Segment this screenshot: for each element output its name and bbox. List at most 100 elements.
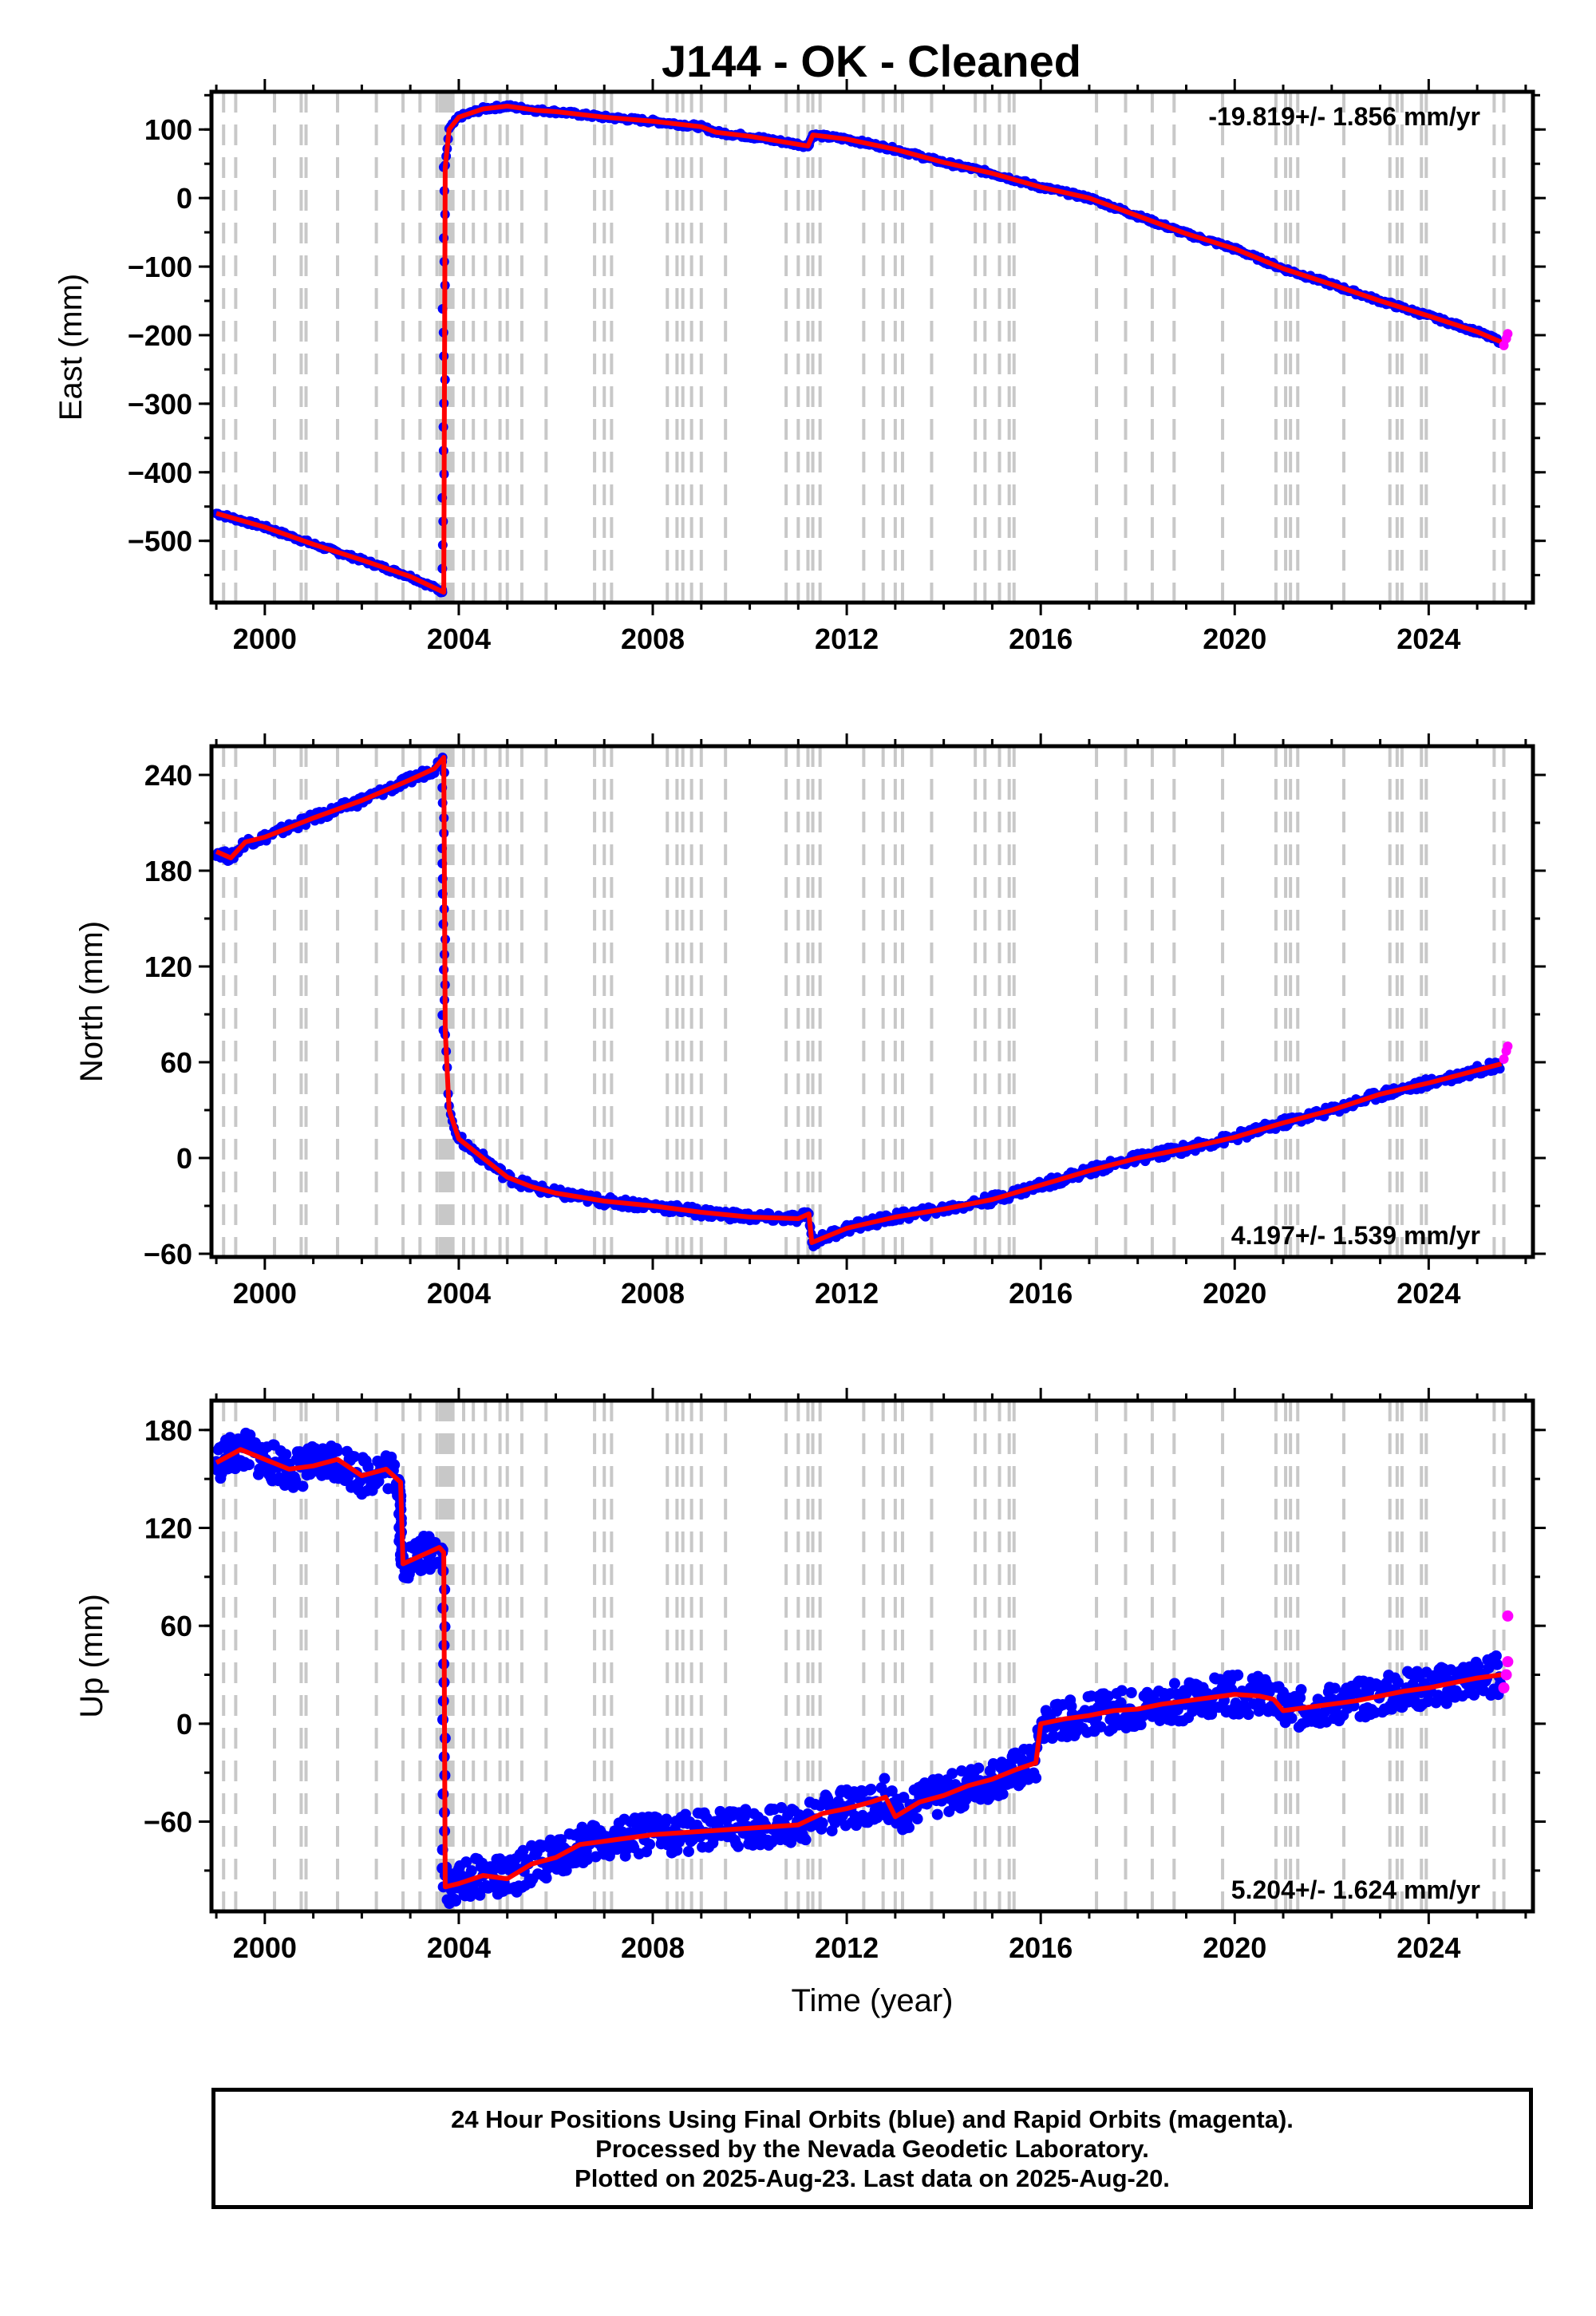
data-point — [1393, 1677, 1404, 1689]
data-point — [280, 1448, 292, 1460]
y-tick-label: −200 — [128, 319, 192, 352]
rapid-point — [1498, 1682, 1510, 1694]
data-point — [229, 1463, 241, 1475]
y-tick-label: 0 — [176, 182, 192, 215]
data-point — [1135, 1719, 1147, 1731]
x-tick-label: 2024 — [1396, 1277, 1460, 1310]
y-tick-label: −100 — [128, 251, 192, 283]
data-point — [1294, 1692, 1306, 1704]
data-point — [540, 1872, 552, 1884]
y-tick-label: −400 — [128, 456, 192, 489]
x-tick-label: 2020 — [1203, 1277, 1266, 1310]
x-tick-label: 2016 — [1009, 1277, 1073, 1310]
data-point — [886, 1785, 898, 1797]
data-point — [560, 1864, 572, 1876]
data-point — [362, 1461, 374, 1473]
data-point — [460, 1856, 472, 1868]
data-point — [911, 1813, 923, 1825]
data-point — [661, 1813, 673, 1825]
data-point — [416, 1564, 428, 1576]
rapid-orbit-points — [1498, 1610, 1514, 1694]
data-point — [1102, 1690, 1114, 1702]
model-line — [215, 104, 1503, 595]
x-tick-label: 2000 — [233, 622, 297, 655]
data-point — [733, 1840, 745, 1852]
x-tick-label: 2020 — [1203, 1931, 1266, 1964]
data-point — [517, 1844, 529, 1856]
data-point — [946, 1768, 958, 1780]
x-tick-label: 2012 — [815, 622, 879, 655]
model-line — [215, 755, 1503, 1245]
y-tick-label: 60 — [160, 1610, 192, 1642]
y-tick-label: 60 — [160, 1046, 192, 1079]
data-point — [931, 1808, 943, 1820]
data-point — [582, 1853, 594, 1865]
data-point — [1242, 1709, 1254, 1721]
panel-east: 2000 2004 2008 2012 2016 2020 2024 −500 −400 −300… — [53, 79, 1546, 655]
final-orbit-points — [211, 753, 1505, 1251]
model-line — [215, 1447, 1502, 1890]
x-tick-label: 2016 — [1009, 622, 1073, 655]
plot-frame — [209, 89, 1535, 605]
plot-frame — [209, 1398, 1535, 1914]
data-point — [1125, 1687, 1137, 1699]
data-point — [1295, 1684, 1307, 1696]
data-point — [740, 1804, 752, 1816]
y-tick-label: 120 — [144, 951, 192, 983]
x-tick-label: 2024 — [1396, 622, 1460, 655]
data-point — [1468, 1689, 1480, 1701]
data-point — [488, 1863, 500, 1875]
x-tick-label: 2000 — [233, 1931, 297, 1964]
chart-title: J144 - OK - Cleaned — [662, 36, 1081, 86]
data-point — [800, 1834, 812, 1846]
data-point — [433, 1556, 444, 1568]
data-point — [1286, 1712, 1298, 1724]
y-axis-label: Up (mm) — [74, 1594, 109, 1718]
event-lines — [222, 1401, 1506, 1911]
data-point — [342, 1471, 354, 1483]
data-point — [1168, 1678, 1180, 1690]
data-point — [973, 1762, 985, 1774]
data-point — [555, 1834, 567, 1846]
y-tick-label: 120 — [144, 1512, 192, 1544]
final-orbit-points — [211, 100, 1505, 598]
y-axis-label: North (mm) — [74, 921, 109, 1082]
x-tick-label: 2004 — [427, 1931, 491, 1964]
data-point — [1491, 1658, 1503, 1670]
x-axis-label: Time (year) — [792, 1983, 954, 2018]
data-point — [373, 1476, 385, 1488]
y-tick-label: −300 — [128, 388, 192, 421]
data-point — [816, 1817, 828, 1829]
footer-line-orbits: 24 Hour Positions Using Final Orbits (bl… — [451, 2105, 1294, 2133]
data-point — [903, 1821, 915, 1833]
data-point — [1115, 1697, 1127, 1709]
footer-line-processed: Processed by the Nevada Geodetic Laborat… — [595, 2134, 1149, 2163]
data-point — [644, 1839, 656, 1851]
data-point — [865, 1783, 877, 1795]
data-point — [389, 1459, 401, 1471]
rapid-orbit-points — [1499, 1041, 1513, 1064]
data-point — [297, 1480, 309, 1492]
data-point — [243, 1459, 255, 1471]
x-tick-label: 2004 — [427, 1277, 491, 1310]
data-point — [590, 1851, 602, 1863]
rapid-point — [1502, 1610, 1514, 1622]
rapid-point — [1502, 1656, 1514, 1668]
data-point — [1440, 1697, 1452, 1709]
data-point — [1030, 1772, 1042, 1784]
y-tick-label: 180 — [144, 855, 192, 887]
data-point — [776, 1802, 788, 1814]
data-point — [997, 1788, 1009, 1800]
x-tick-label: 2020 — [1203, 622, 1266, 655]
x-tick-label: 2024 — [1396, 1931, 1460, 1964]
rapid-orbit-points — [1499, 329, 1513, 350]
y-tick-label: 0 — [176, 1142, 192, 1175]
x-tick-label: 2012 — [815, 1277, 879, 1310]
panel-north: 2000 2004 2008 2012 2016 2020 2024 −60 0 60 120 180… — [74, 733, 1546, 1310]
data-point — [879, 1773, 891, 1784]
y-tick-label: 180 — [144, 1414, 192, 1447]
y-tick-label: 0 — [176, 1708, 192, 1741]
data-point — [1490, 1650, 1502, 1662]
x-tick-label: 2008 — [621, 1277, 685, 1310]
rate-label: 5.204+/- 1.624 mm/yr — [1231, 1875, 1480, 1904]
